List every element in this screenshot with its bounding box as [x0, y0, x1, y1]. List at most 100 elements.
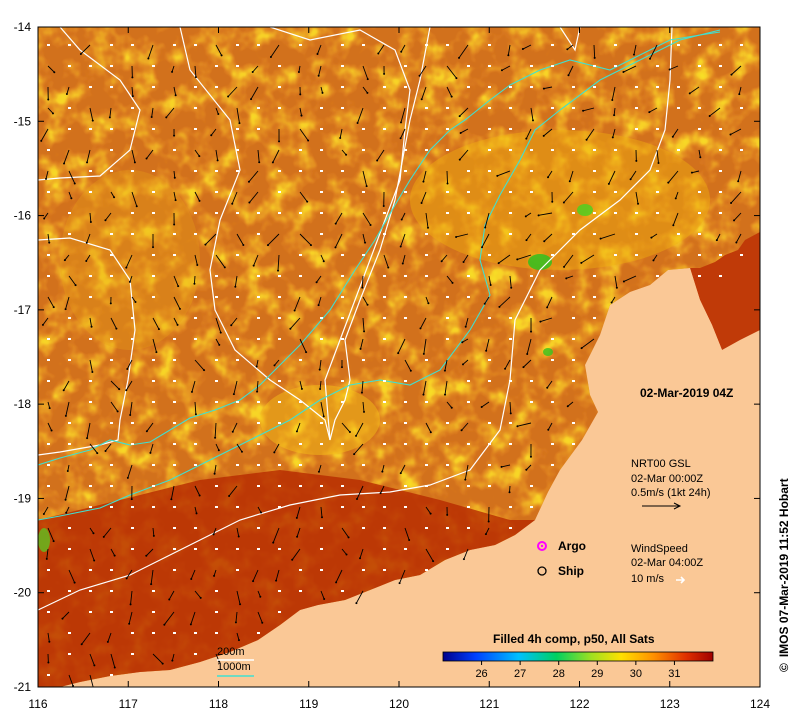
wind-vector: [173, 632, 176, 634]
wind-vector: [152, 128, 155, 130]
current-vector: [461, 422, 469, 431]
wind-vector: [215, 506, 218, 508]
current-vector: [194, 359, 205, 371]
wind-vector: [320, 170, 323, 172]
wind-vector: [446, 296, 449, 298]
wind-vector: [299, 149, 302, 151]
current-vector: [526, 464, 532, 471]
wind-vector: [236, 464, 239, 466]
wind-vector: [278, 338, 281, 340]
current-vector-head: [443, 369, 446, 372]
current-vector: [481, 233, 490, 248]
current-vector: [441, 254, 448, 262]
wind-vector: [278, 86, 281, 88]
wind-vector: [110, 569, 113, 571]
current-vector-head: [500, 69, 503, 72]
wind-vector: [194, 233, 197, 235]
current-vector-head: [671, 135, 674, 138]
y-tick-label: -16: [14, 209, 32, 223]
current-vector-head: [484, 226, 487, 229]
wind-vector: [320, 107, 323, 109]
current-vector-head: [300, 114, 303, 117]
wind-vector: [68, 443, 71, 445]
wind-vector: [467, 212, 470, 214]
current-vector-head: [231, 430, 234, 433]
wind-vector: [194, 338, 197, 340]
current-vector: [397, 338, 406, 354]
current-vector: [81, 632, 91, 645]
current-vector-head: [356, 121, 359, 124]
current-vector: [488, 275, 492, 286]
current-vector: [446, 86, 453, 97]
current-vector: [459, 107, 469, 117]
current-vector: [672, 212, 679, 226]
current-vector-head: [446, 513, 449, 516]
current-vector: [335, 233, 343, 248]
current-vector-head: [168, 598, 171, 601]
wind-vector: [152, 464, 155, 466]
current-vector-head: [278, 140, 281, 143]
current-vector-head: [63, 162, 66, 165]
wind-vector: [614, 191, 617, 193]
wind-vector: [47, 359, 50, 361]
current-vector-head: [381, 470, 384, 473]
current-vector: [530, 107, 534, 121]
wind-vector: [68, 653, 71, 655]
current-vector: [446, 170, 448, 184]
wind-vector: [194, 44, 197, 46]
credit-text: © IMOS 07-Mar-2019 11:52 Hobart: [777, 478, 791, 672]
current-vector: [236, 590, 241, 605]
wind-vector: [656, 65, 659, 67]
wind-vector: [152, 65, 155, 67]
wind-vector: [341, 380, 344, 382]
wind-vector: [320, 548, 323, 550]
current-vector: [291, 548, 301, 561]
wind-vector: [593, 170, 596, 172]
wind-vector: [131, 233, 134, 235]
wind-vector: [467, 485, 470, 487]
wind-vector: [173, 464, 176, 466]
current-vector-head: [455, 77, 458, 80]
wind-vector: [215, 632, 218, 634]
current-vector-head: [317, 470, 320, 473]
current-vector: [730, 128, 742, 135]
current-vector-head: [361, 286, 364, 289]
current-vector-head: [92, 532, 95, 535]
current-vector: [362, 401, 365, 412]
current-vector-head: [418, 74, 421, 77]
current-vector-head: [611, 99, 614, 102]
current-vector-head: [531, 119, 534, 122]
current-vector-head: [53, 71, 56, 74]
current-vector-head: [227, 95, 230, 98]
current-vector-head: [510, 286, 513, 289]
current-vector-head: [115, 327, 118, 330]
wind-vector: [593, 191, 596, 193]
current-vector-head: [399, 245, 402, 248]
current-vector-head: [73, 182, 76, 185]
current-vector-head: [104, 449, 107, 452]
wind-vector: [677, 233, 680, 235]
current-vector-head: [699, 156, 702, 159]
current-vector: [526, 233, 532, 241]
wind-vector: [299, 359, 302, 361]
current-vector-head: [399, 472, 402, 475]
current-vector: [253, 254, 259, 266]
current-vector: [47, 422, 52, 431]
current-vector-head: [198, 199, 201, 202]
wind-vector: [341, 443, 344, 445]
current-vector-head: [247, 180, 250, 183]
current-vector-head: [347, 536, 350, 539]
current-vector: [275, 569, 280, 581]
current-vector-head: [47, 98, 50, 101]
current-vector: [252, 569, 259, 582]
current-vector: [563, 191, 574, 203]
current-vector-head: [429, 512, 432, 515]
wind-vector: [236, 401, 239, 403]
current-vector: [380, 485, 385, 494]
current-vector: [444, 359, 448, 371]
current-vector: [63, 380, 70, 391]
current-vector-head: [273, 364, 276, 367]
current-vector: [165, 107, 175, 118]
current-vector-head: [129, 603, 132, 606]
current-vector: [194, 590, 202, 599]
